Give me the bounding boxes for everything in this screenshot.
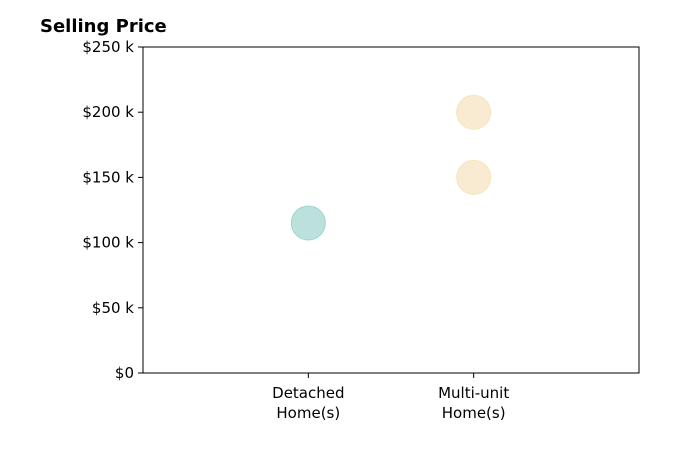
x-tick-label: Detached Home(s)	[272, 384, 344, 422]
plot-frame	[142, 46, 640, 374]
y-tick-label: $50 k	[92, 299, 134, 317]
chart-title: Selling Price	[40, 16, 167, 37]
data-point	[456, 159, 492, 195]
y-tick-label: $200 k	[82, 103, 134, 121]
data-point	[456, 94, 492, 130]
y-tick-label: $100 k	[82, 234, 134, 252]
x-tick-label: Multi-unit Home(s)	[438, 384, 509, 422]
y-tick-label: $0	[115, 364, 134, 382]
data-points	[290, 94, 492, 241]
y-axis: $0 $50 k $100 k $150 k $200 k $250 k	[82, 38, 143, 382]
data-point	[290, 205, 326, 241]
y-tick-label: $150 k	[82, 168, 134, 186]
x-axis: Detached Home(s) Multi-unit Home(s)	[272, 373, 509, 422]
y-tick-label: $250 k	[82, 38, 134, 56]
